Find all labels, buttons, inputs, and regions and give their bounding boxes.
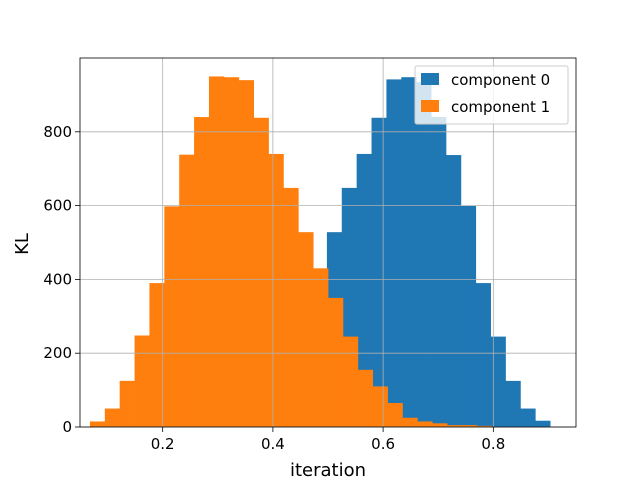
x-tick-label: 0.2 (151, 435, 175, 453)
histogram-bar-series-0-bin-6 (416, 81, 432, 427)
legend-label-component-1: component 1 (451, 98, 550, 116)
histogram-bar-series-0-bin-8 (445, 155, 462, 428)
histogram-bar-series-1-bin-24 (447, 425, 463, 427)
histogram-bar-series-0-bin-5 (401, 77, 417, 427)
histogram-bar-series-1-bin-25 (461, 425, 478, 427)
histogram-bar-series-1-bin-1 (104, 408, 121, 427)
y-tick-label: 600 (43, 197, 72, 215)
y-tick-label: 800 (43, 123, 72, 141)
histogram-bar-series-1-bin-10 (238, 80, 254, 427)
histogram-bar-series-1-bin-9 (223, 77, 240, 427)
histogram-bar-series-0-bin-13 (520, 408, 536, 427)
histogram-bar-series-0-bin-11 (490, 336, 506, 427)
histogram-bar-series-1-bin-20 (387, 403, 403, 427)
histogram-bar-series-1-bin-13 (283, 187, 299, 427)
histogram-bar-series-1-bin-22 (417, 421, 433, 427)
histogram-bar-series-1-bin-23 (432, 423, 448, 427)
axis-ticks: 0.2 0.4 0.6 0.8 0 200 400 600 800 (43, 123, 505, 453)
y-tick-label: 400 (43, 270, 72, 288)
histogram-bar-series-0-bin-12 (505, 380, 521, 428)
histogram-bar-series-1-bin-14 (298, 232, 314, 427)
histogram-bar-series-1-bin-16 (328, 297, 344, 427)
legend-swatch-component-1 (421, 100, 439, 112)
histogram-bar-series-0-bin-7 (431, 117, 447, 427)
histogram-bar-series-0-bin-3 (371, 117, 387, 427)
x-tick-label: 0.4 (261, 435, 285, 453)
histogram-bar-series-1-bin-0 (89, 421, 106, 427)
histogram-bar-series-1-bin-15 (313, 268, 329, 427)
plot-frame (79, 57, 577, 428)
histogram-bar-series-1-bin-3 (134, 335, 150, 427)
legend: component 0 component 1 (414, 65, 569, 125)
histogram-bar-series-1-bin-2 (119, 380, 135, 428)
histogram-bar-series-0-bin-4 (386, 79, 402, 428)
y-tick-label: 200 (43, 344, 72, 362)
histogram-bar-series-1-bin-17 (342, 336, 359, 427)
histogram-bar-series-0-bin-9 (460, 205, 477, 427)
histogram-bar-series-1-bin-8 (208, 76, 225, 427)
histogram-bar-series-0-bin-14 (535, 420, 551, 427)
bars-group (89, 76, 551, 428)
histogram-bar-series-1-bin-6 (179, 154, 195, 427)
histogram-bar-series-1-bin-5 (164, 206, 180, 427)
histogram-bar-series-0-bin-2 (356, 153, 372, 427)
legend-swatch-component-0 (421, 73, 439, 85)
histogram-bar-series-1-bin-11 (253, 117, 269, 427)
grid-lines (80, 58, 576, 428)
histogram-bar-series-1-bin-19 (372, 386, 388, 427)
x-tick-label: 0.6 (371, 435, 395, 453)
histogram-bar-series-0-bin-10 (475, 283, 491, 427)
histogram-bar-series-1-bin-21 (402, 417, 418, 427)
y-tick-label: 0 (62, 418, 72, 436)
x-tick-label: 0.8 (481, 435, 505, 453)
legend-label-component-0: component 0 (451, 71, 550, 89)
x-axis-label: iteration (290, 460, 366, 480)
histogram-bar-series-1-bin-26 (476, 425, 493, 427)
histogram-bar-series-1-bin-18 (357, 369, 374, 427)
histogram-bar-series-1-bin-4 (149, 283, 165, 427)
histogram-bar-series-1-bin-7 (194, 117, 210, 427)
histogram-bar-series-1-bin-12 (268, 153, 284, 427)
legend-box (414, 65, 569, 125)
y-axis-label: KL (12, 233, 33, 255)
